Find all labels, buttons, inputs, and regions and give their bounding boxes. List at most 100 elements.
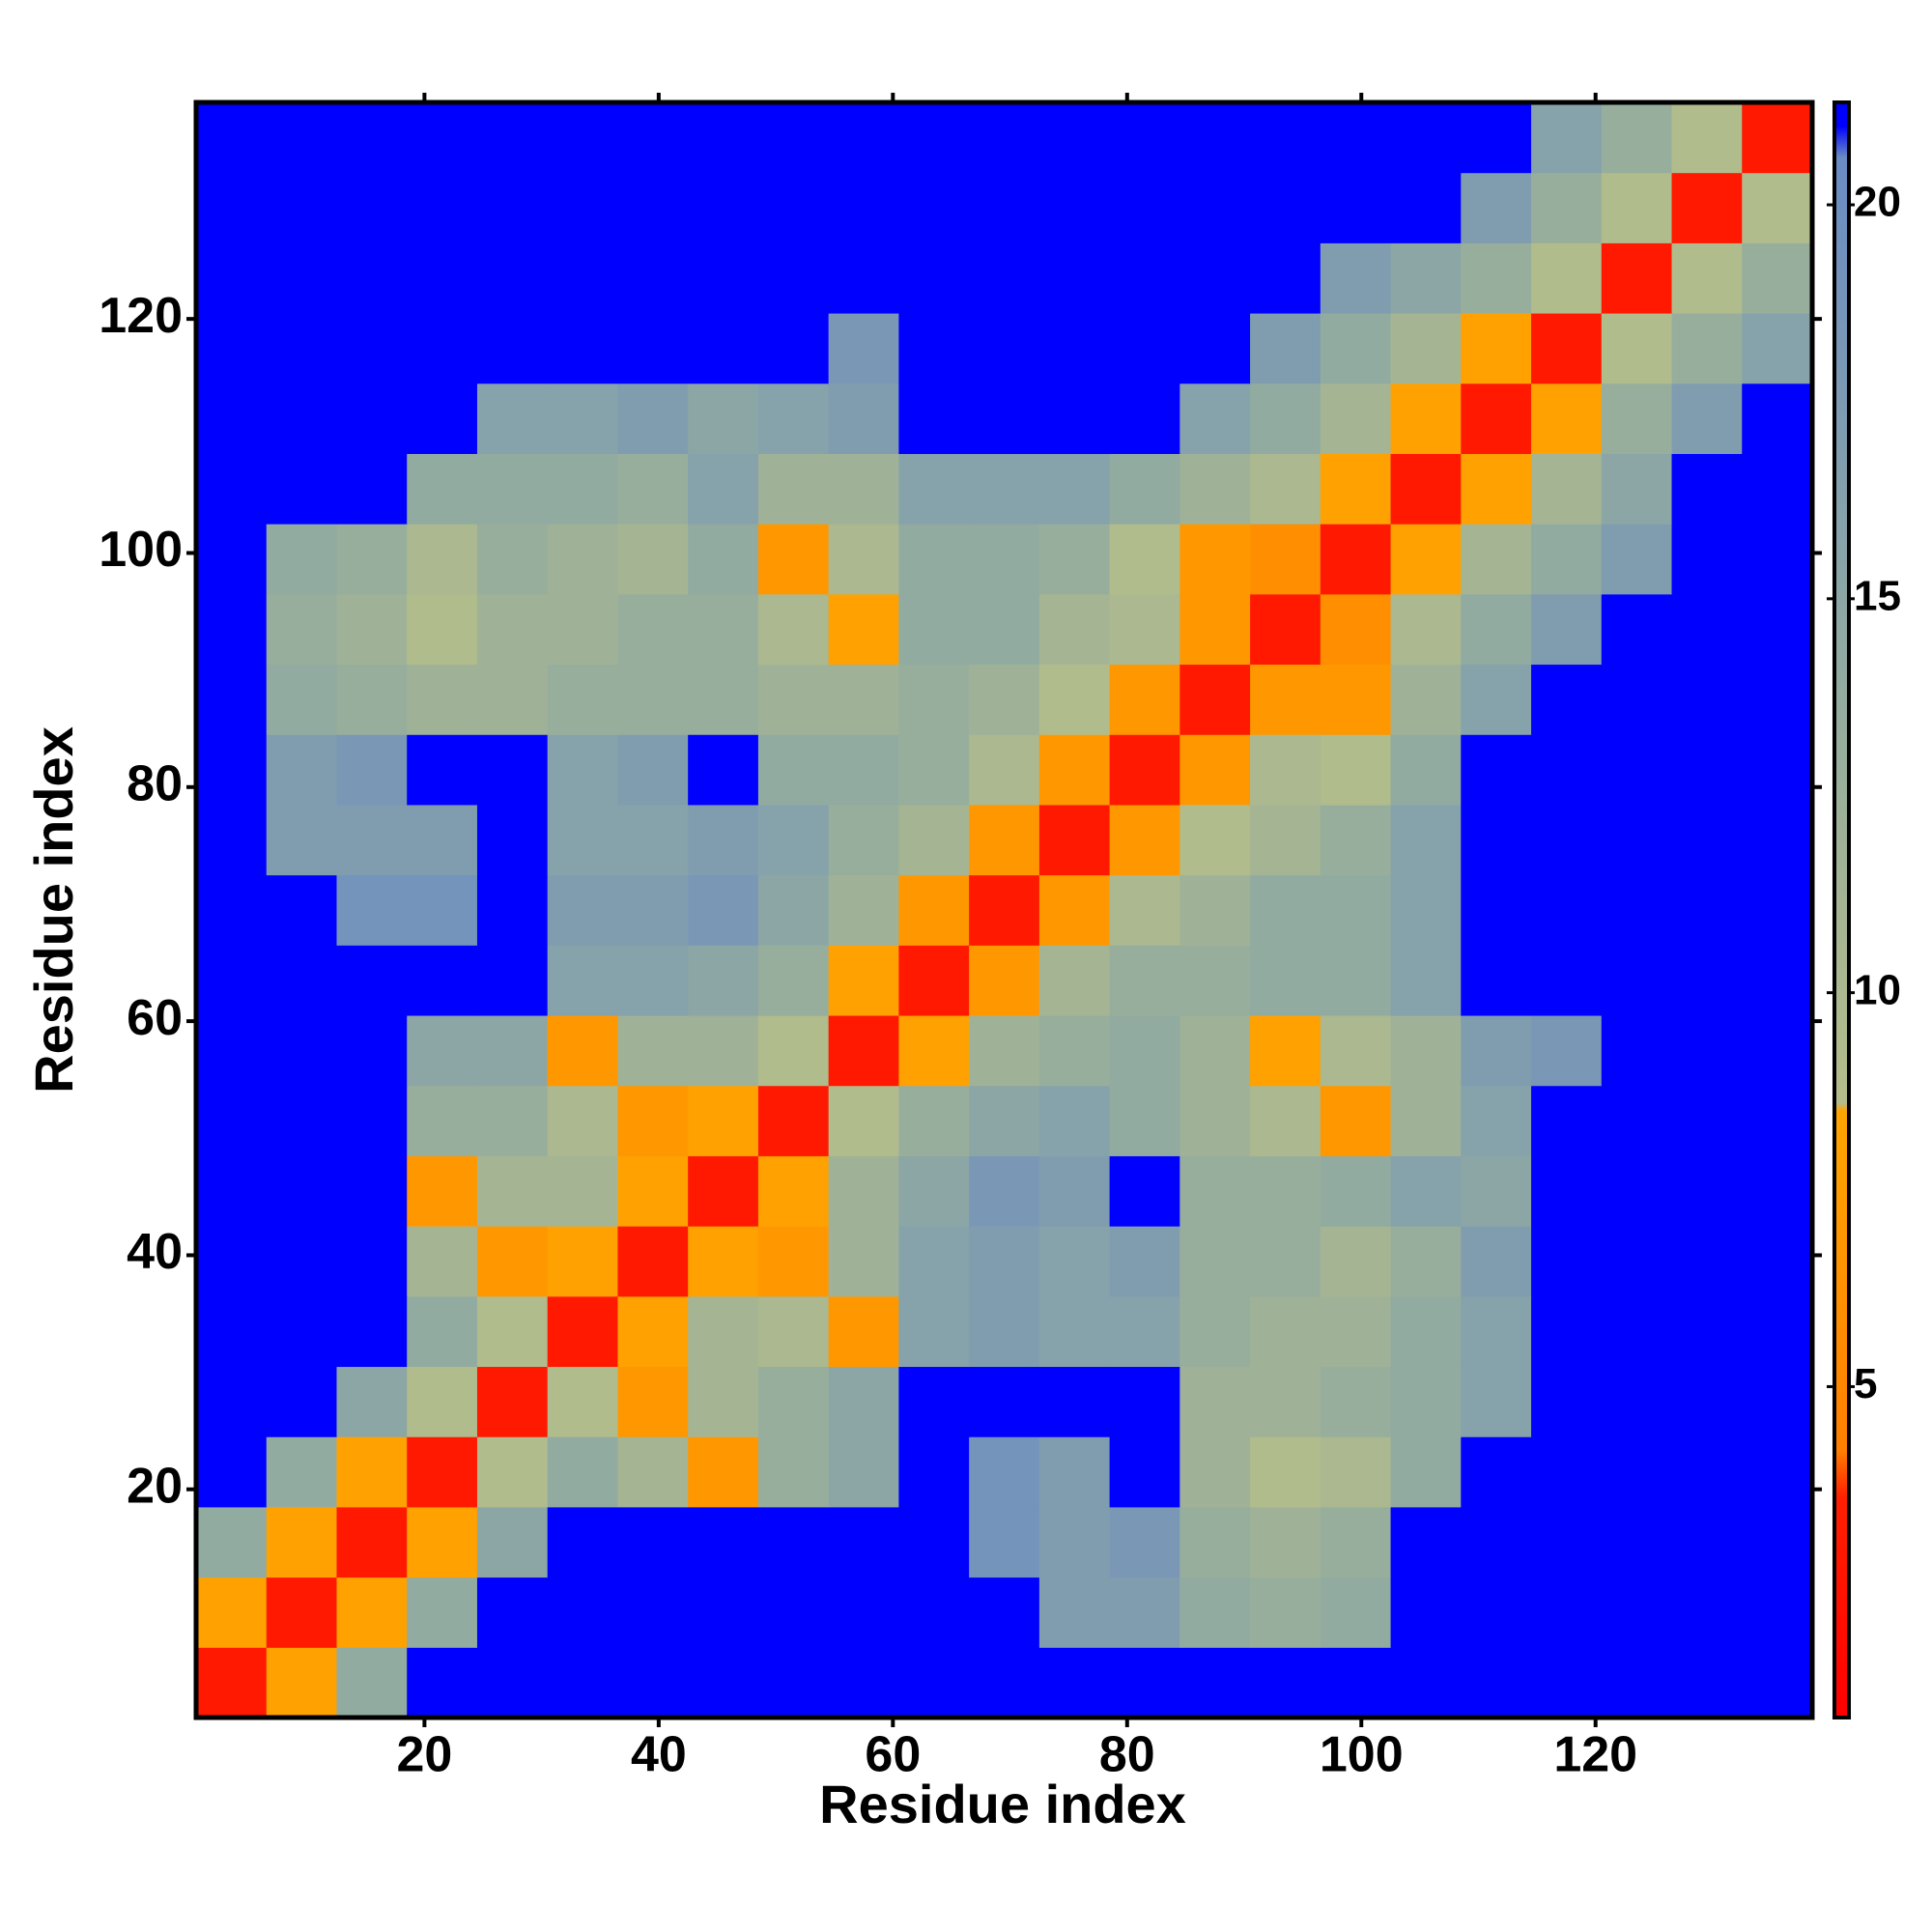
heatmap-cell — [266, 593, 337, 666]
heatmap-cell — [196, 734, 268, 806]
heatmap-cell — [1671, 664, 1743, 735]
heatmap-cell — [1250, 1155, 1321, 1227]
heatmap-cell — [757, 1647, 830, 1719]
heatmap-cell — [547, 1366, 618, 1437]
heatmap-cell — [1742, 1295, 1813, 1368]
heatmap-cell — [336, 1295, 408, 1368]
heatmap-cell — [407, 453, 478, 525]
heatmap-cell — [1742, 313, 1813, 384]
heatmap-cell — [196, 242, 268, 314]
heatmap-cell — [1601, 1085, 1673, 1156]
heatmap-cell — [1179, 874, 1251, 946]
heatmap-cell — [757, 453, 830, 525]
heatmap-cell — [617, 524, 689, 595]
heatmap-cell — [1671, 1295, 1743, 1368]
heatmap-cell — [1109, 734, 1180, 806]
heatmap-cell — [407, 1647, 478, 1719]
heatmap-cell — [196, 664, 268, 735]
heatmap-cell — [617, 383, 689, 454]
heatmap-cell — [1320, 1577, 1392, 1648]
heatmap-cell — [1038, 1647, 1111, 1719]
heatmap-cell — [898, 1295, 970, 1368]
heatmap-cell — [407, 945, 478, 1016]
heatmap-cell — [1531, 1647, 1603, 1719]
heatmap-cell — [407, 804, 478, 876]
heatmap-cell — [898, 874, 970, 946]
heatmap-cell — [969, 1226, 1040, 1297]
heatmap-cell — [547, 945, 618, 1016]
heatmap-cell — [1531, 804, 1603, 876]
heatmap-cell — [196, 524, 268, 595]
heatmap-cell — [969, 1577, 1040, 1648]
heatmap-cell — [1179, 1647, 1251, 1719]
heatmap-cell — [1179, 804, 1251, 876]
heatmap-cell — [1742, 1155, 1813, 1227]
heatmap-cell — [1038, 1015, 1111, 1087]
heatmap-cell — [757, 242, 830, 314]
heatmap-cell — [1601, 313, 1673, 384]
heatmap-cell — [617, 1506, 689, 1578]
heatmap-cell — [266, 945, 337, 1016]
heatmap-cell — [828, 1155, 899, 1227]
heatmap-cell — [617, 1647, 689, 1719]
heatmap-cell — [898, 524, 970, 595]
heatmap-cell — [196, 1577, 268, 1648]
heatmap-cell — [407, 1015, 478, 1087]
heatmap-cell — [617, 945, 689, 1016]
heatmap-cell — [1250, 1577, 1321, 1648]
heatmap-cell — [898, 804, 970, 876]
heatmap-cell — [757, 1155, 830, 1227]
heatmap-cell — [336, 804, 408, 876]
heatmap-cell — [1109, 1506, 1180, 1578]
heatmap-cell — [1109, 1295, 1180, 1368]
heatmap-cell — [828, 453, 899, 525]
heatmap-cell — [617, 1015, 689, 1087]
heatmap-cell — [1250, 1506, 1321, 1578]
heatmap-cell — [757, 1015, 830, 1087]
heatmap-cell — [407, 664, 478, 735]
heatmap-cell — [1671, 313, 1743, 384]
heatmap-cell — [407, 874, 478, 946]
heatmap-cell — [476, 172, 549, 243]
heatmap-cell — [1742, 593, 1813, 666]
heatmap-cell — [898, 383, 970, 454]
plot-frame — [193, 99, 1815, 1720]
heatmap-cell — [1601, 1436, 1673, 1508]
heatmap-cell — [1531, 1577, 1603, 1648]
heatmap-cell — [1320, 804, 1392, 876]
heatmap-cell — [1461, 1155, 1532, 1227]
heatmap-cell — [688, 1015, 759, 1087]
heatmap-cell — [1461, 1436, 1532, 1508]
heatmap-cell — [547, 383, 618, 454]
heatmap-cell — [1742, 453, 1813, 525]
heatmap-cell — [1671, 453, 1743, 525]
heatmap-cell — [336, 383, 408, 454]
heatmap-cell — [1109, 313, 1180, 384]
heatmap-cell — [617, 172, 689, 243]
heatmap-cell — [476, 453, 549, 525]
heatmap-cell — [336, 242, 408, 314]
heatmap-cell — [1601, 1015, 1673, 1087]
heatmap-cell — [476, 1295, 549, 1368]
heatmap-cell — [1390, 874, 1462, 946]
heatmap-cell — [476, 1085, 549, 1156]
heatmap-cell — [196, 172, 268, 243]
heatmap-cell — [1250, 1436, 1321, 1508]
heatmap-cell — [1742, 1436, 1813, 1508]
heatmap-cell — [1742, 945, 1813, 1016]
heatmap-cell — [1461, 1295, 1532, 1368]
heatmap-cell — [1038, 1577, 1111, 1648]
heatmap-cell — [196, 1647, 268, 1719]
heatmap-cell — [547, 1647, 618, 1719]
heatmap-cell — [1179, 172, 1251, 243]
heatmap-cell — [688, 383, 759, 454]
heatmap-cell — [1601, 1577, 1673, 1648]
heatmap-cell — [196, 1295, 268, 1368]
heatmap-cell — [1109, 453, 1180, 525]
heatmap-cell — [1179, 1366, 1251, 1437]
heatmap-cell — [1250, 945, 1321, 1016]
heatmap-cell — [898, 734, 970, 806]
heatmap-cell — [266, 664, 337, 735]
heatmap-cell — [1038, 453, 1111, 525]
heatmap-cell — [476, 1506, 549, 1578]
